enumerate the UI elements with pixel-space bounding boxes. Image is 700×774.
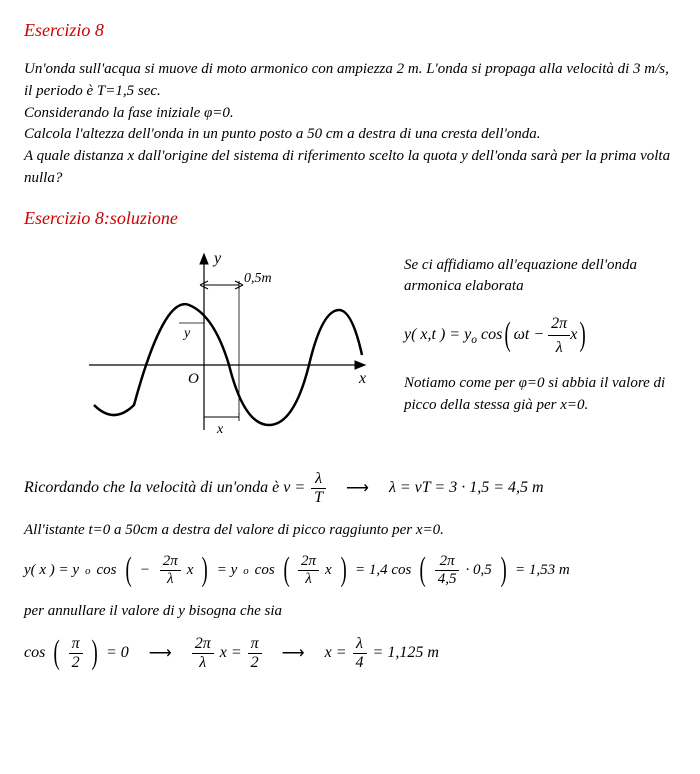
svg-text:x: x <box>358 370 366 387</box>
svg-text:O: O <box>188 371 199 387</box>
figure-row: 0,5m y x O y x Se ci affidiamo all'equaz… <box>24 245 676 450</box>
problem-text: Un'onda sull'acqua si muove di moto armo… <box>24 59 676 190</box>
null-line: per annullare il valore di y bisogna che… <box>24 600 676 623</box>
exercise-title: Esercizio 8 <box>24 20 676 41</box>
eq-wave: y( x,t ) = yo cos(ωt − 2πλx) <box>404 326 589 343</box>
svg-text:y: y <box>212 250 222 267</box>
side-text: Se ci affidiamo all'equazione dell'onda … <box>404 245 676 417</box>
problem-line-2: Considerando la fase iniziale φ=0. <box>24 105 234 121</box>
problem-line-1: Un'onda sull'acqua si muove di moto armo… <box>24 61 669 99</box>
side-text-1: Se ci affidiamo all'equazione dell'onda … <box>404 255 676 299</box>
side-text-2: Notiamo come per φ=0 si abbia il valore … <box>404 373 676 417</box>
svg-text:y: y <box>182 326 191 341</box>
dim-label: 0,5m <box>244 271 272 286</box>
arrow-icon: ⟶ <box>282 643 305 663</box>
svg-text:x: x <box>216 422 224 437</box>
t0-line: All'istante t=0 a 50cm a destra del valo… <box>24 519 676 542</box>
arrow-icon: ⟶ <box>149 643 172 663</box>
solution-title: Esercizio 8:soluzione <box>24 208 676 229</box>
problem-line-4: A quale distanza x dall'origine del sist… <box>24 148 670 186</box>
velocity-line: Ricordando che la velocità di un'onda è … <box>24 470 676 507</box>
wave-diagram: 0,5m y x O y x <box>84 245 374 450</box>
eq-null: cos(π2) = 0 ⟶ 2πλx = π2 ⟶ x = λ4 = 1,125… <box>24 635 676 672</box>
arrow-icon: ⟶ <box>346 478 369 498</box>
eq-yx: y( x ) = yo cos(− 2πλx) = yo cos(2πλx) =… <box>24 553 676 588</box>
problem-line-3: Calcola l'altezza dell'onda in un punto … <box>24 126 541 142</box>
